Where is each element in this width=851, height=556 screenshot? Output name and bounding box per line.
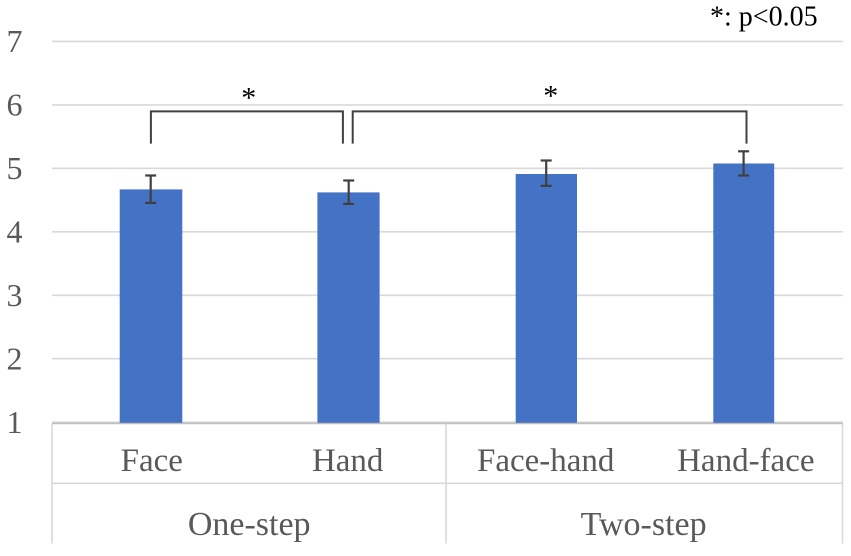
svg-text:4: 4 xyxy=(7,213,23,249)
svg-text:3: 3 xyxy=(7,277,23,313)
svg-text:6: 6 xyxy=(7,87,23,123)
svg-text:Hand-face: Hand-face xyxy=(677,443,814,479)
svg-text:5: 5 xyxy=(7,150,23,186)
svg-text:Face-hand: Face-hand xyxy=(477,443,615,479)
svg-text:Two-step: Two-step xyxy=(581,506,707,543)
svg-text:*: * xyxy=(241,82,256,115)
svg-text:One-step: One-step xyxy=(188,506,311,543)
svg-text:Face: Face xyxy=(121,443,183,479)
svg-text:7: 7 xyxy=(7,23,23,59)
svg-text:*: p<0.05: *: p<0.05 xyxy=(710,2,818,33)
svg-text:1: 1 xyxy=(7,404,23,440)
svg-text:2: 2 xyxy=(7,340,23,376)
svg-text:Hand: Hand xyxy=(312,443,384,479)
svg-text:*: * xyxy=(543,80,558,113)
